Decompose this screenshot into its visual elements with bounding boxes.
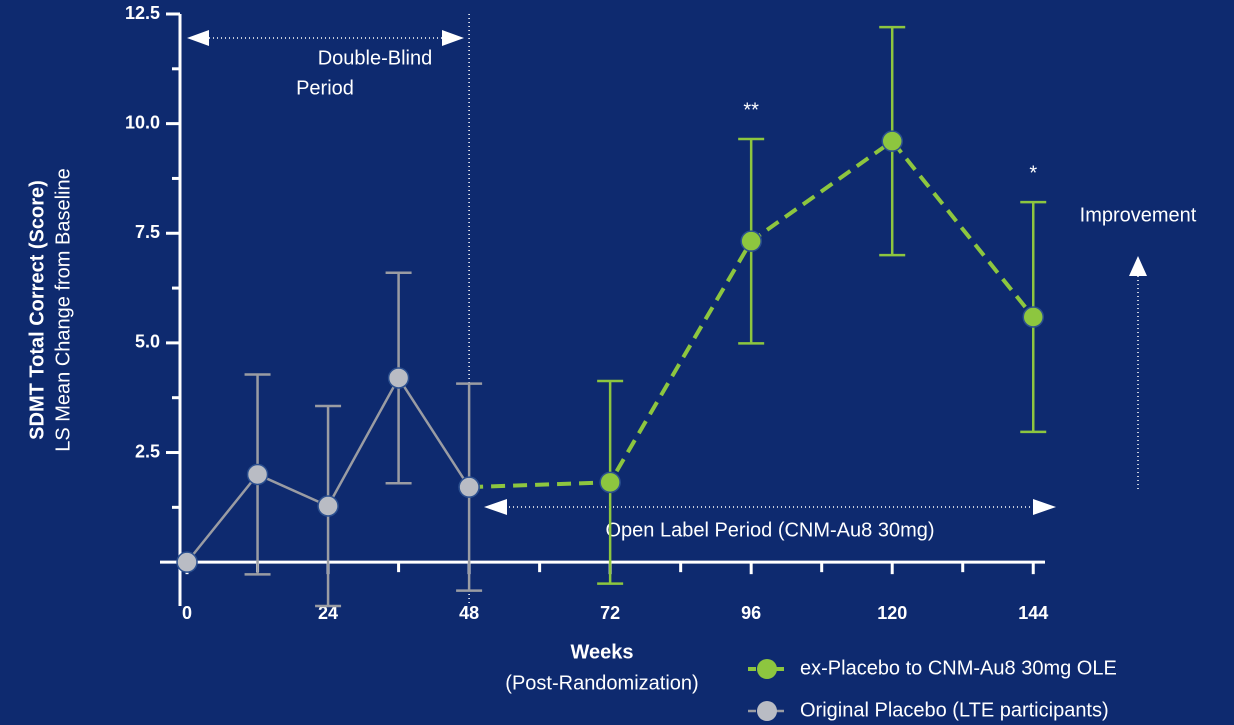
data-point	[389, 368, 409, 388]
x-tick-label: 0	[182, 603, 192, 623]
x-tick-label: 96	[741, 603, 761, 623]
significance-label: **	[743, 99, 759, 121]
arrowhead	[484, 499, 507, 515]
x-tick-label: 120	[877, 603, 907, 623]
data-point	[741, 231, 761, 251]
y-axis-subtitle: LS Mean Change from Baseline	[52, 168, 74, 452]
data-point	[882, 131, 902, 151]
data-point	[600, 472, 620, 492]
x-axis-title: Weeks	[570, 641, 633, 663]
data-point	[177, 552, 197, 572]
x-tick-label: 72	[600, 603, 620, 623]
x-axis-subtitle: (Post-Randomization)	[505, 672, 698, 694]
arrowhead	[1129, 256, 1147, 276]
legend-label: Original Placebo (LTE participants)	[800, 699, 1109, 721]
data-point	[1023, 307, 1043, 327]
annotation: Open Label Period (CNM-Au8 30mg)	[605, 519, 934, 541]
x-tick-label: 48	[459, 603, 479, 623]
annotation: Period	[296, 77, 354, 99]
y-tick-label: 12.5	[125, 3, 160, 23]
data-point	[459, 477, 479, 497]
y-tick-label: 2.5	[135, 441, 160, 461]
legend-marker	[757, 701, 777, 721]
data-point	[248, 464, 268, 484]
significance-label: **	[884, 0, 900, 9]
annotation: Improvement	[1080, 204, 1197, 226]
legend-marker	[757, 659, 777, 679]
annotation: Double-Blind	[318, 47, 433, 69]
chart: Double-Blind Period Open Label Period (C…	[0, 0, 1234, 725]
significance-label: *	[1029, 162, 1037, 184]
arrowhead	[442, 30, 464, 46]
y-tick-label: 5.0	[135, 332, 160, 352]
y-tick-label: 10.0	[125, 112, 160, 132]
arrowhead	[1033, 499, 1056, 515]
y-tick-label: 7.5	[135, 222, 160, 242]
data-point	[318, 496, 338, 516]
legend-label: ex-Placebo to CNM-Au8 30mg OLE	[800, 657, 1117, 679]
arrowhead	[187, 30, 209, 46]
x-tick-label: 144	[1018, 603, 1048, 623]
y-axis-title: SDMT Total Correct (Score)	[26, 180, 48, 440]
